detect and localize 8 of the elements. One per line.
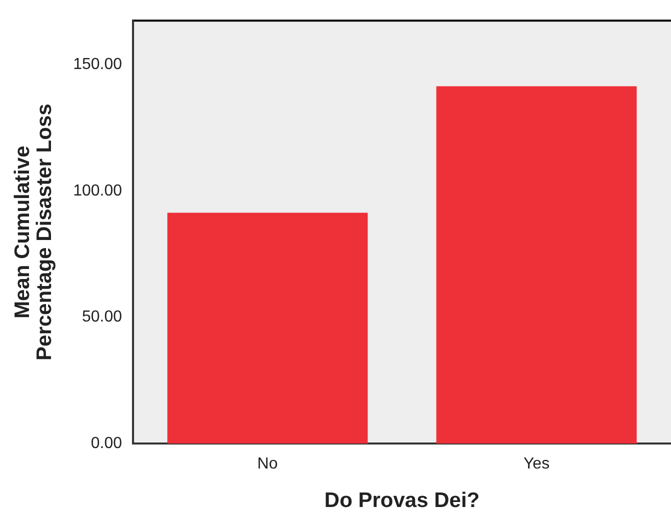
y-tick-label: 0.00: [90, 435, 122, 452]
y-tick-label: 150.00: [73, 56, 122, 74]
x-tick-label: Yes: [523, 456, 550, 473]
x-tick-label: No: [257, 456, 278, 473]
y-tick-label: 50.00: [82, 308, 122, 326]
y-tick-label: 100.00: [73, 182, 122, 200]
x-axis-title: Do Provas Dei?: [324, 489, 480, 512]
y-axis-title: Mean Cumulative Percentage Disaster Loss: [10, 104, 56, 360]
